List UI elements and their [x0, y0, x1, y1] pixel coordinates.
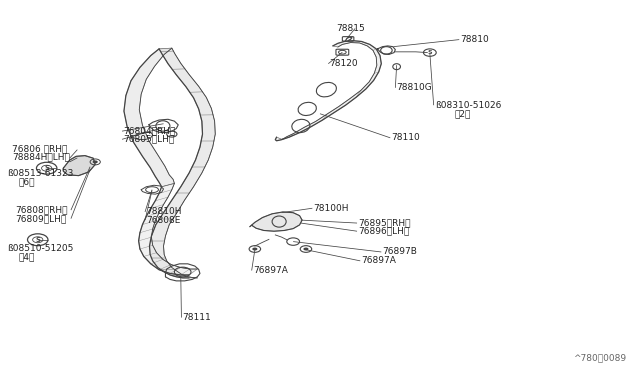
Text: 76897A: 76897A [362, 256, 396, 265]
Text: 76804〈RH〉: 76804〈RH〉 [124, 126, 176, 136]
Text: 78110: 78110 [392, 133, 420, 142]
Text: 76896〈LH〉: 76896〈LH〉 [358, 227, 410, 236]
Polygon shape [63, 155, 95, 176]
Text: ß08310-51026: ß08310-51026 [435, 101, 501, 110]
Text: 76808E: 76808E [147, 216, 180, 225]
Text: 78810G: 78810G [397, 83, 433, 92]
Text: 76808〈RH〉: 76808〈RH〉 [15, 206, 67, 215]
Text: 76806 〈RH〉: 76806 〈RH〉 [12, 144, 68, 153]
Text: 76809〈LH〉: 76809〈LH〉 [15, 214, 66, 223]
Circle shape [93, 160, 98, 163]
Text: S: S [35, 237, 40, 243]
Polygon shape [150, 48, 215, 278]
Text: 〈4〉: 〈4〉 [19, 253, 35, 262]
Circle shape [252, 247, 257, 250]
Polygon shape [275, 41, 381, 141]
Text: 〈2〉: 〈2〉 [454, 109, 470, 118]
Polygon shape [250, 212, 302, 231]
Text: S: S [44, 165, 49, 171]
Circle shape [303, 247, 308, 250]
Text: 78884H〈LH〉: 78884H〈LH〉 [12, 153, 70, 161]
Text: 78111: 78111 [182, 313, 211, 322]
Text: 78100H: 78100H [314, 204, 349, 213]
Text: S: S [428, 50, 432, 55]
Text: 〈6〉: 〈6〉 [19, 177, 35, 186]
Text: ß08513-61323: ß08513-61323 [7, 169, 74, 177]
Text: 78810: 78810 [461, 35, 489, 44]
Text: 78815: 78815 [336, 24, 365, 33]
Text: 76895〈RH〉: 76895〈RH〉 [358, 219, 411, 228]
Polygon shape [124, 48, 174, 187]
Text: 76897B: 76897B [383, 247, 417, 256]
Text: ß08510-51205: ß08510-51205 [7, 244, 74, 253]
Polygon shape [139, 183, 197, 275]
Text: 78810H: 78810H [147, 208, 182, 217]
Text: 76897A: 76897A [253, 266, 288, 275]
Text: 76805〈LH〉: 76805〈LH〉 [124, 135, 175, 144]
Text: 78120: 78120 [330, 59, 358, 68]
Text: ^780ら0089: ^780ら0089 [573, 353, 627, 362]
